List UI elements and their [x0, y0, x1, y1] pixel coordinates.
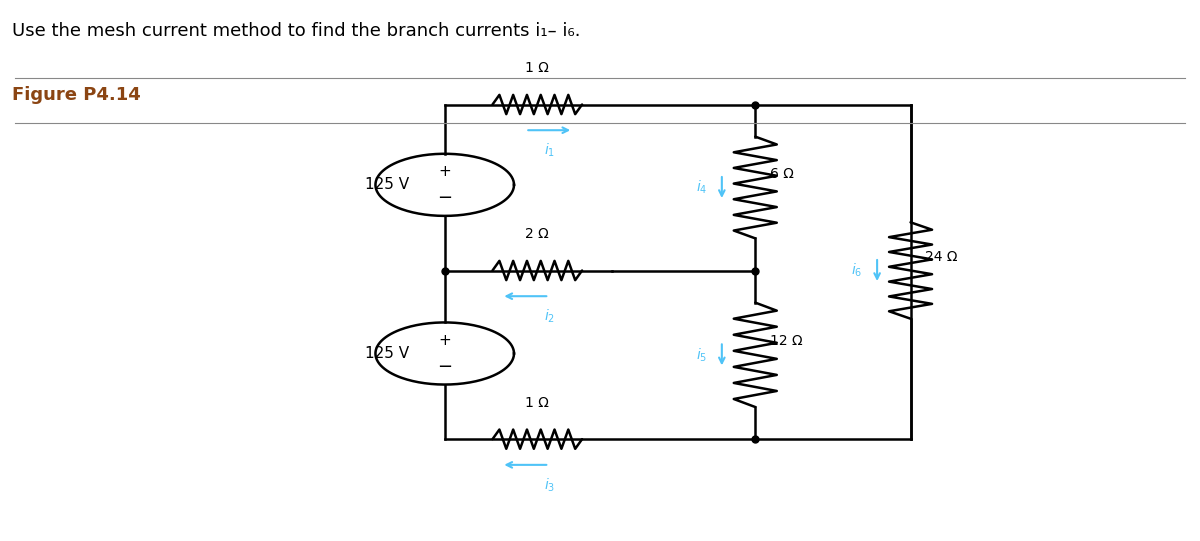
Text: $i_4$: $i_4$: [696, 179, 708, 196]
Text: +: +: [438, 333, 451, 348]
Text: 6 Ω: 6 Ω: [769, 167, 793, 181]
Text: 1 Ω: 1 Ω: [526, 61, 550, 75]
Text: Figure P4.14: Figure P4.14: [12, 86, 142, 104]
Text: $i_2$: $i_2$: [544, 308, 554, 325]
Text: $i_1$: $i_1$: [544, 142, 554, 160]
Text: +: +: [438, 164, 451, 179]
Text: 2 Ω: 2 Ω: [526, 227, 550, 241]
Text: 24 Ω: 24 Ω: [925, 250, 958, 264]
Text: $i_5$: $i_5$: [696, 346, 708, 364]
Text: Use the mesh current method to find the branch currents i₁– i₆.: Use the mesh current method to find the …: [12, 22, 581, 39]
Text: 1 Ω: 1 Ω: [526, 395, 550, 410]
Text: −: −: [437, 189, 452, 207]
Text: $i_3$: $i_3$: [544, 477, 554, 494]
Text: 125 V: 125 V: [365, 177, 409, 193]
Text: 12 Ω: 12 Ω: [769, 334, 803, 348]
Text: $i_6$: $i_6$: [852, 262, 863, 279]
Text: 125 V: 125 V: [365, 346, 409, 361]
Text: −: −: [437, 358, 452, 375]
